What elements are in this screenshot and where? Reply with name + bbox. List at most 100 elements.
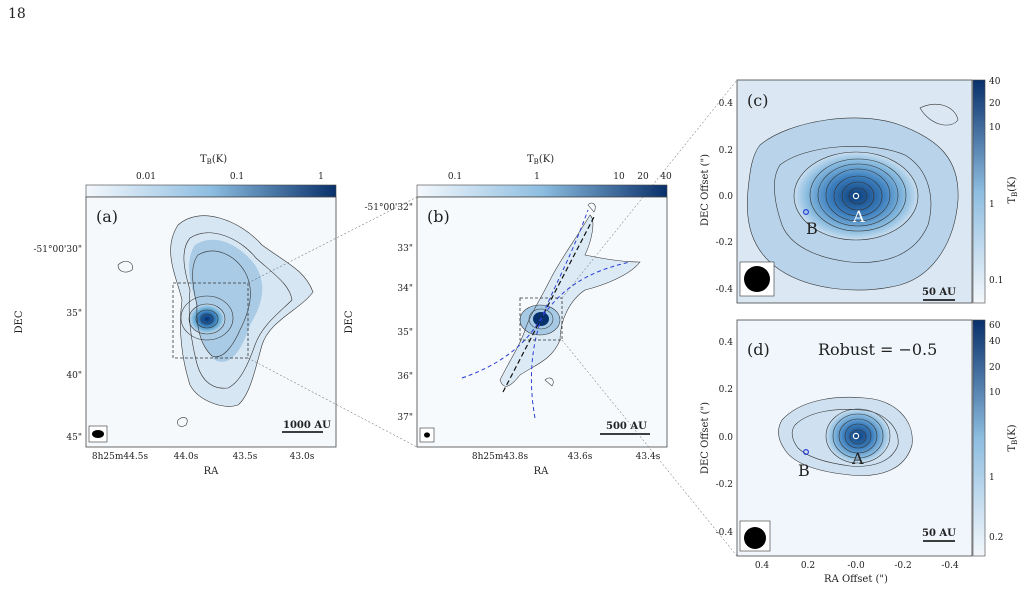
colorbar-a-tick: 1 xyxy=(318,172,324,182)
source-b-marker-d xyxy=(802,449,809,456)
connectors-bcd xyxy=(561,79,738,557)
ytick-d: 0.4 xyxy=(719,338,734,348)
panel-d: A B (d) Robust = −0.5 50 AU 0.4 0.2 0.0 … xyxy=(700,319,1019,585)
xtick-d: 0.4 xyxy=(755,561,770,571)
xlabel-b: RA xyxy=(534,466,550,477)
xtick-a: 8h25m44.5s xyxy=(92,452,149,462)
xtick-a: 43.0s xyxy=(290,452,315,462)
ytick-d: 0.0 xyxy=(719,433,734,443)
colorbar-d xyxy=(972,319,986,557)
beam-d xyxy=(744,527,766,549)
xtick-d: -0.2 xyxy=(894,561,911,571)
colorbar-d-label: TB(K) xyxy=(1007,424,1019,451)
panel-a: TB(K) 0.01 0.1 1 (a) 1000 AU -51°00'3 xyxy=(14,154,337,477)
colorbar-c xyxy=(972,79,986,304)
colorbar-a-title: TB(K) xyxy=(200,154,227,166)
ytick-c: -0.4 xyxy=(716,285,734,295)
zoom-box-b xyxy=(519,297,563,341)
xtick-b: 8h25m43.8s xyxy=(472,452,529,462)
ytick-a: -51°00'30" xyxy=(33,245,82,255)
ytick-b: 35" xyxy=(397,328,413,338)
xtick-b: 43.6s xyxy=(568,452,593,462)
contours-b xyxy=(499,202,641,387)
colorbar-a xyxy=(85,184,337,198)
ylabel-b: DEC xyxy=(344,310,355,333)
colorbar-c-tick: 20 xyxy=(989,99,1001,109)
colorbar-d-tick: 60 xyxy=(989,321,1001,331)
colorbar-b-title: TB(K) xyxy=(527,154,554,166)
beam-b xyxy=(424,432,430,438)
beam-a xyxy=(92,430,104,438)
source-a-label-d: A xyxy=(851,449,864,468)
scalebar-c-label: 50 AU xyxy=(922,287,956,298)
contours-a xyxy=(117,215,314,427)
source-a-marker-c xyxy=(852,192,860,200)
page-number: 18 xyxy=(8,6,26,22)
ylabel-c: DEC Offset (") xyxy=(700,154,711,226)
xtick-a: 43.5s xyxy=(233,452,258,462)
colorbar-b-tick: 10 xyxy=(613,172,625,182)
ytick-c: 0.4 xyxy=(719,99,734,109)
contours-d xyxy=(778,396,913,476)
outflow-cavity-lines xyxy=(461,209,631,419)
colorbar-c-tick: 0.1 xyxy=(989,276,1003,286)
colorbar-d-tick: 0.2 xyxy=(989,533,1003,543)
source-b-label-c: B xyxy=(806,219,818,238)
xtick-d: 0.2 xyxy=(801,561,815,571)
xtick-b: 43.4s xyxy=(636,452,661,462)
colorbar-d-tick: 10 xyxy=(989,388,1001,398)
panel-c: A B (c) 50 AU 0.4 0.2 0.0 -0.2 -0.4 DEC … xyxy=(700,77,1019,304)
colorbar-d-tick: 40 xyxy=(989,337,1001,347)
ytick-c: -0.2 xyxy=(716,238,733,248)
colorbar-a-tick: 0.1 xyxy=(230,172,244,182)
ytick-c: 0.0 xyxy=(719,192,734,202)
panel-b-tag: (b) xyxy=(427,207,450,226)
scalebar-d-label: 50 AU xyxy=(922,528,956,539)
colorbar-d-tick: 1 xyxy=(989,473,995,483)
colorbar-c-tick: 1 xyxy=(989,200,995,210)
xlabel-d: RA Offset (") xyxy=(824,574,888,585)
contours-c xyxy=(746,104,959,291)
colorbar-a-tick: 0.01 xyxy=(136,172,156,182)
ylabel-a: DEC xyxy=(14,310,25,333)
colorbar-c-tick: 40 xyxy=(989,77,1001,87)
beam-c xyxy=(744,266,770,292)
colorbar-c-tick: 10 xyxy=(989,123,1001,133)
colorbar-b-tick: 20 xyxy=(637,172,649,182)
colorbar-b-tick: 40 xyxy=(660,172,672,182)
colorbar-b xyxy=(416,184,668,198)
ytick-a: 40" xyxy=(66,371,82,381)
panel-b: TB(K) 0.1 1 10 20 40 (b) 500 AU -51°00 xyxy=(344,154,672,477)
ytick-b: 34" xyxy=(397,284,413,294)
ytick-b: 36" xyxy=(397,372,413,382)
panel-c-tag: (c) xyxy=(747,91,768,110)
ytick-b: 33" xyxy=(397,244,413,254)
ytick-c: 0.2 xyxy=(719,146,733,156)
ytick-d: 0.2 xyxy=(719,385,733,395)
source-a-label-c: A xyxy=(852,207,865,226)
ytick-b: -51°00'32" xyxy=(364,203,413,213)
panel-a-tag: (a) xyxy=(96,207,118,226)
jet-axis xyxy=(502,214,596,393)
zoom-box-a xyxy=(172,282,249,359)
colorbar-b-tick: 1 xyxy=(534,172,540,182)
scalebar-b-label: 500 AU xyxy=(606,421,647,432)
ytick-d: -0.2 xyxy=(716,480,733,490)
source-a-marker-d xyxy=(852,432,860,440)
ytick-b: 37" xyxy=(397,413,413,423)
xlabel-a: RA xyxy=(204,466,220,477)
xtick-d: -0.0 xyxy=(847,561,865,571)
ylabel-d: DEC Offset (") xyxy=(700,402,711,474)
panel-d-tag: (d) xyxy=(747,340,770,359)
xtick-d: -0.4 xyxy=(941,561,959,571)
colorbar-b-tick: 0.1 xyxy=(448,172,462,182)
ytick-d: -0.4 xyxy=(716,528,734,538)
source-b-marker-c xyxy=(802,209,809,216)
xtick-a: 44.0s xyxy=(174,452,199,462)
scalebar-a-label: 1000 AU xyxy=(283,420,331,431)
colorbar-d-tick: 20 xyxy=(989,363,1001,373)
robust-annotation: Robust = −0.5 xyxy=(818,340,937,359)
colorbar-c-label: TB(K) xyxy=(1007,176,1019,203)
ytick-a: 35" xyxy=(66,309,82,319)
